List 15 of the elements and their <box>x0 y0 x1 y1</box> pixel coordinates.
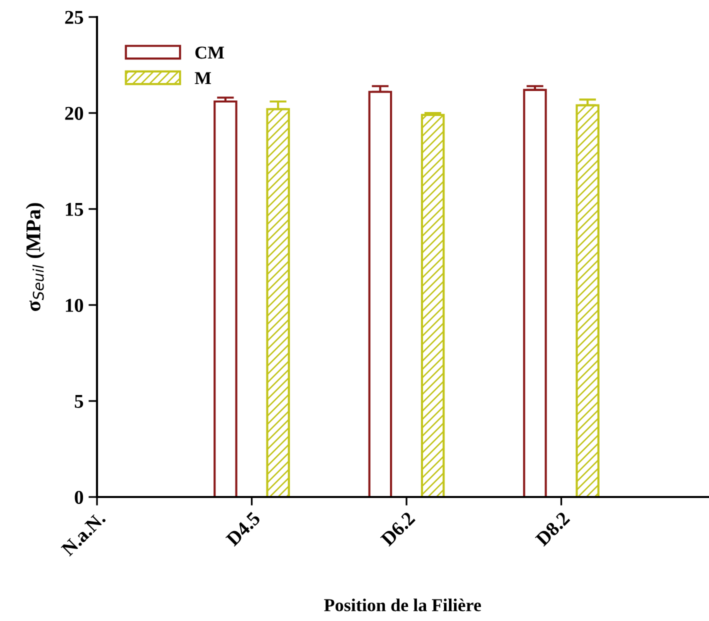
bar <box>576 104 600 497</box>
bar <box>420 114 445 497</box>
bar <box>214 100 238 497</box>
legend-label: CM <box>195 46 224 59</box>
y-tick-label: 10 <box>66 298 84 312</box>
y-axis-title: σ$_{Seuil}$ (MPa) <box>26 203 45 311</box>
legend-label: M <box>194 72 212 84</box>
y-tick-label: 0 <box>74 490 84 504</box>
y-tick-label: 15 <box>66 202 84 216</box>
y-tick-label: 20 <box>65 106 84 120</box>
bar <box>368 90 392 497</box>
bar <box>523 88 547 497</box>
y-tick-label: 5 <box>74 395 84 408</box>
y-tick-label: 25 <box>65 10 84 24</box>
x-axis-title: Position de la Filière <box>324 598 481 612</box>
